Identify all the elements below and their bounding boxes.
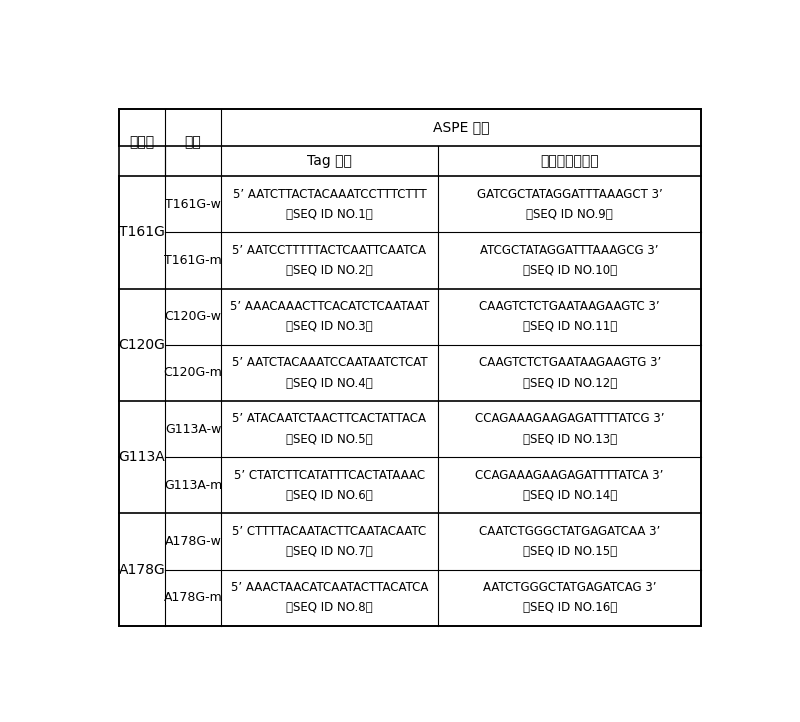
Text: （SEQ ID NO.4）: （SEQ ID NO.4） xyxy=(286,376,373,389)
Text: CCAGAAAGAAGAGATTTTATCA 3’: CCAGAAAGAAGAGATTTTATCA 3’ xyxy=(475,469,664,482)
Text: ATCGCTATAGGATTTAAAGCG 3’: ATCGCTATAGGATTTAAAGCG 3’ xyxy=(481,244,659,257)
Text: （SEQ ID NO.1）: （SEQ ID NO.1） xyxy=(286,208,373,221)
Text: CAAGTCTCTGAATAAGAAGTC 3’: CAAGTCTCTGAATAAGAAGTC 3’ xyxy=(479,300,660,313)
Text: 5’ CTATCTTCATATTTCACTATAAAC: 5’ CTATCTTCATATTTCACTATAAAC xyxy=(234,469,425,482)
Text: C120G: C120G xyxy=(118,338,166,352)
Text: 类型: 类型 xyxy=(185,136,202,149)
Text: T161G: T161G xyxy=(119,225,165,239)
Text: A178G-w: A178G-w xyxy=(165,535,222,548)
Text: （SEQ ID NO.3）: （SEQ ID NO.3） xyxy=(286,321,373,334)
Text: （SEQ ID NO.7）: （SEQ ID NO.7） xyxy=(286,545,373,558)
Text: 特异性引物序列: 特异性引物序列 xyxy=(540,154,599,168)
Text: 5’ AAACTAACATCAATACTTACATCA: 5’ AAACTAACATCAATACTTACATCA xyxy=(230,581,428,594)
Text: （SEQ ID NO.14）: （SEQ ID NO.14） xyxy=(522,489,617,502)
Text: 5’ AATCCTTTTTACTCAATTCAATCA: 5’ AATCCTTTTTACTCAATTCAATCA xyxy=(232,244,426,257)
Text: 5’ AAACAAACTTCACATCTCAATAAT: 5’ AAACAAACTTCACATCTCAATAAT xyxy=(230,300,429,313)
Text: （SEQ ID NO.16）: （SEQ ID NO.16） xyxy=(522,601,617,614)
Text: CCAGAAAGAAGAGATTTTATCG 3’: CCAGAAAGAAGAGATTTTATCG 3’ xyxy=(475,412,665,425)
Text: 5’ CTTTTACAATACTTCAATACAATC: 5’ CTTTTACAATACTTCAATACAATC xyxy=(232,525,426,538)
Text: ASPE 引物: ASPE 引物 xyxy=(433,121,490,134)
Text: 5’ AATCTACAAATCCAATAATCTCAT: 5’ AATCTACAAATCCAATAATCTCAT xyxy=(231,356,427,369)
Text: G113A-w: G113A-w xyxy=(165,422,221,435)
Text: （SEQ ID NO.12）: （SEQ ID NO.12） xyxy=(522,376,617,389)
Text: （SEQ ID NO.2）: （SEQ ID NO.2） xyxy=(286,264,373,277)
Text: T161G-w: T161G-w xyxy=(165,198,221,211)
Text: （SEQ ID NO.5）: （SEQ ID NO.5） xyxy=(286,432,373,445)
Text: C120G-w: C120G-w xyxy=(165,310,222,323)
Text: （SEQ ID NO.9）: （SEQ ID NO.9） xyxy=(526,208,613,221)
Text: （SEQ ID NO.15）: （SEQ ID NO.15） xyxy=(522,545,617,558)
Text: C120G-m: C120G-m xyxy=(163,366,222,379)
Text: GATCGCTATAGGATTTAAAGCT 3’: GATCGCTATAGGATTTAAAGCT 3’ xyxy=(477,188,662,201)
Text: （SEQ ID NO.6）: （SEQ ID NO.6） xyxy=(286,489,373,502)
Text: 5’ AATCTTACTACAAATCCTTTCTTT: 5’ AATCTTACTACAAATCCTTTCTTT xyxy=(233,188,426,201)
Text: CAAGTCTCTGAATAAGAAGTG 3’: CAAGTCTCTGAATAAGAAGTG 3’ xyxy=(478,356,661,369)
Text: 5’ ATACAATCTAACTTCACTATTACA: 5’ ATACAATCTAACTTCACTATTACA xyxy=(232,412,426,425)
Text: A178G-m: A178G-m xyxy=(164,591,222,604)
Text: G113A-m: G113A-m xyxy=(164,479,222,492)
Text: AATCTGGGCTATGAGATCAG 3’: AATCTGGGCTATGAGATCAG 3’ xyxy=(483,581,657,594)
Text: （SEQ ID NO.11）: （SEQ ID NO.11） xyxy=(522,321,617,334)
Text: A178G: A178G xyxy=(118,562,166,577)
Text: CAATCTGGGCTATGAGATCAA 3’: CAATCTGGGCTATGAGATCAA 3’ xyxy=(479,525,660,538)
Text: G113A: G113A xyxy=(118,451,166,464)
Text: T161G-m: T161G-m xyxy=(164,254,222,267)
Text: 基因型: 基因型 xyxy=(130,136,154,149)
Text: （SEQ ID NO.10）: （SEQ ID NO.10） xyxy=(522,264,617,277)
Text: Tag 序列: Tag 序列 xyxy=(307,154,352,168)
Text: （SEQ ID NO.13）: （SEQ ID NO.13） xyxy=(522,432,617,445)
Text: （SEQ ID NO.8）: （SEQ ID NO.8） xyxy=(286,601,373,614)
